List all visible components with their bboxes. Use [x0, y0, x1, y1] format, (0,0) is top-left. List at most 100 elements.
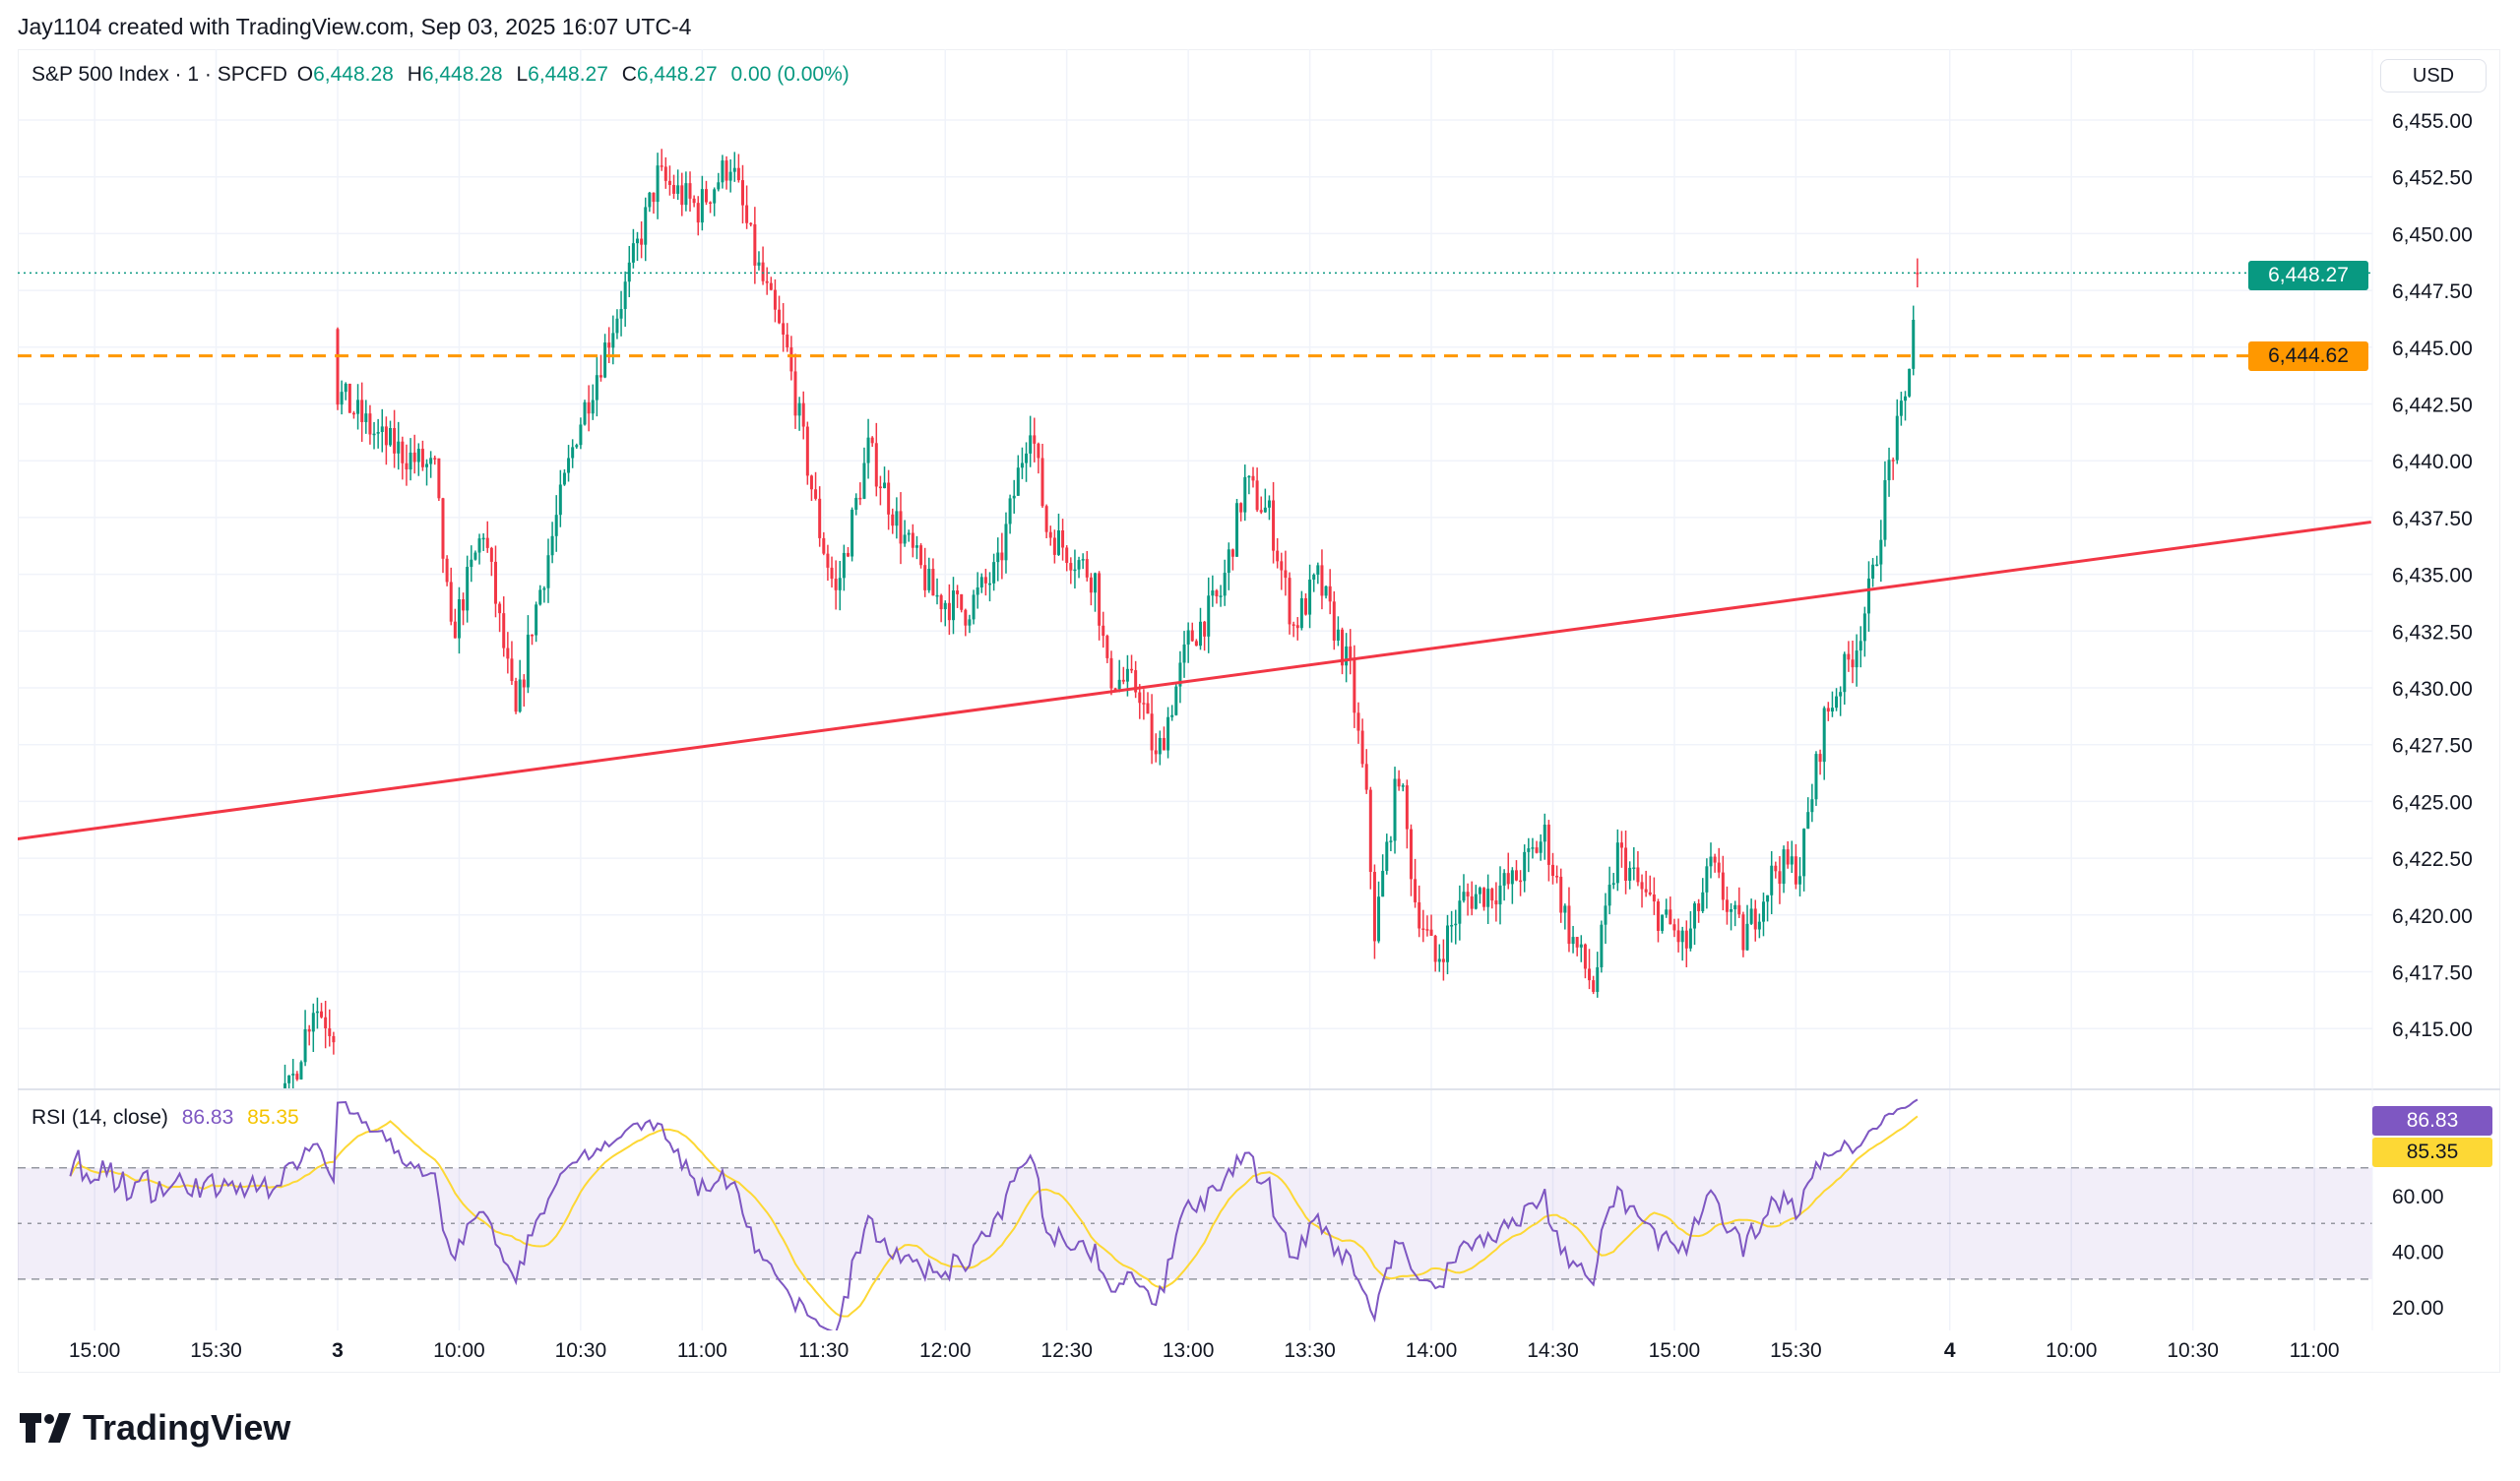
candle-body	[728, 171, 732, 181]
symbol-name: S&P 500 Index · 1 · SPCFD	[32, 63, 287, 86]
candle-body	[652, 192, 656, 203]
candle-body	[976, 586, 979, 595]
candle-body	[1656, 901, 1660, 931]
level-price-tag: 6,444.62	[2248, 341, 2368, 371]
candle-body	[425, 463, 429, 467]
time-tick-label: 10:30	[2167, 1339, 2219, 1362]
candle-body	[636, 238, 640, 244]
candle-body	[1466, 892, 1470, 896]
candle-body	[562, 472, 566, 485]
candle-body	[1843, 653, 1847, 693]
candle-body	[1688, 928, 1692, 949]
candle-body	[1158, 737, 1162, 755]
candle-body	[457, 599, 461, 639]
candle-body	[1385, 841, 1389, 872]
candle-body	[1571, 937, 1575, 945]
candle-body	[619, 309, 623, 319]
candle-body	[1514, 870, 1518, 881]
candle-body	[1559, 876, 1563, 913]
candle-body	[1725, 899, 1729, 912]
candle-body	[1247, 475, 1251, 478]
candle-body	[797, 402, 801, 416]
candle-body	[1113, 688, 1117, 691]
candle-body	[243, 1151, 246, 1164]
candle-body	[749, 222, 753, 225]
candle-body	[878, 486, 882, 489]
candle-body	[1474, 894, 1478, 909]
candle-body	[1166, 716, 1170, 751]
candle-body	[1170, 714, 1174, 717]
candle-body	[1753, 908, 1757, 930]
time-tick-label: 11:00	[677, 1339, 727, 1362]
candle-body	[1284, 570, 1288, 579]
candle-body	[1267, 500, 1271, 508]
candle-body	[380, 426, 384, 433]
time-tick-label: 4	[1944, 1339, 1956, 1362]
candle-body	[344, 383, 347, 393]
candle-body	[1730, 909, 1733, 912]
candle-body	[943, 602, 947, 610]
candle-body	[1741, 914, 1745, 951]
candle-body	[1215, 590, 1219, 597]
candle-body	[960, 593, 964, 610]
candle-body	[704, 189, 708, 203]
candle-body	[1211, 590, 1215, 596]
candle-body	[356, 400, 360, 414]
candle-body	[672, 184, 676, 194]
candle-body	[1462, 892, 1466, 901]
candle-body	[745, 205, 749, 223]
candle-body	[239, 1151, 242, 1166]
candle-body	[1186, 630, 1190, 645]
candle-body	[1810, 799, 1814, 813]
candle-body	[765, 280, 769, 283]
candle-body	[1056, 530, 1060, 555]
drawings	[18, 272, 2372, 840]
candle-body	[1372, 872, 1376, 942]
candle-body	[1077, 560, 1081, 570]
candle-body	[1227, 549, 1230, 574]
tradingview-logo[interactable]: TradingView	[20, 1407, 290, 1449]
candle-body	[433, 458, 437, 460]
candle-body	[1818, 754, 1822, 763]
candle-body	[899, 511, 903, 544]
candle-body	[1786, 849, 1790, 865]
candle-body	[996, 552, 1000, 563]
candle-body	[25, 1316, 28, 1326]
open-value: O6,448.28	[296, 63, 394, 86]
candle-body	[1360, 730, 1364, 765]
candle-body	[1814, 754, 1818, 800]
symbol-legend[interactable]: S&P 500 Index · 1 · SPCFD O6,448.28 H6,4…	[32, 63, 853, 87]
candle-body	[1292, 624, 1295, 626]
candle-body	[550, 535, 554, 556]
candle-body	[1454, 923, 1458, 926]
candle-body	[1138, 692, 1142, 704]
candle-body	[1502, 873, 1506, 886]
candle-body	[789, 347, 793, 372]
candle-body	[1510, 870, 1514, 885]
candle-body	[1879, 539, 1883, 565]
rsi-tag: 86.83	[2372, 1106, 2492, 1136]
rsi-tick-label: 20.00	[2392, 1297, 2444, 1320]
candle-body	[1437, 958, 1441, 962]
candle-body	[1847, 653, 1851, 660]
candle-body	[956, 590, 960, 594]
candle-body	[1822, 708, 1826, 763]
candle-body	[1858, 641, 1862, 651]
candle-body	[470, 559, 473, 568]
candle-body	[979, 577, 983, 587]
time-tick-label: 3	[332, 1339, 344, 1362]
candle-body	[231, 1154, 234, 1161]
price-tick-label: 6,447.50	[2392, 280, 2473, 303]
candle-body	[1871, 564, 1875, 579]
candle-body	[1458, 900, 1462, 924]
time-tick-label: 14:30	[1527, 1339, 1579, 1362]
candle-body	[384, 426, 388, 446]
candle-body	[919, 545, 923, 566]
rsi-legend[interactable]: RSI (14, close) 86.83 85.35	[32, 1106, 299, 1130]
candle-body	[85, 1282, 88, 1291]
candle-body	[1523, 851, 1527, 882]
currency-button[interactable]: USD	[2380, 59, 2487, 93]
price-tick-label: 6,425.00	[2392, 791, 2473, 814]
candle-body	[1251, 475, 1255, 481]
